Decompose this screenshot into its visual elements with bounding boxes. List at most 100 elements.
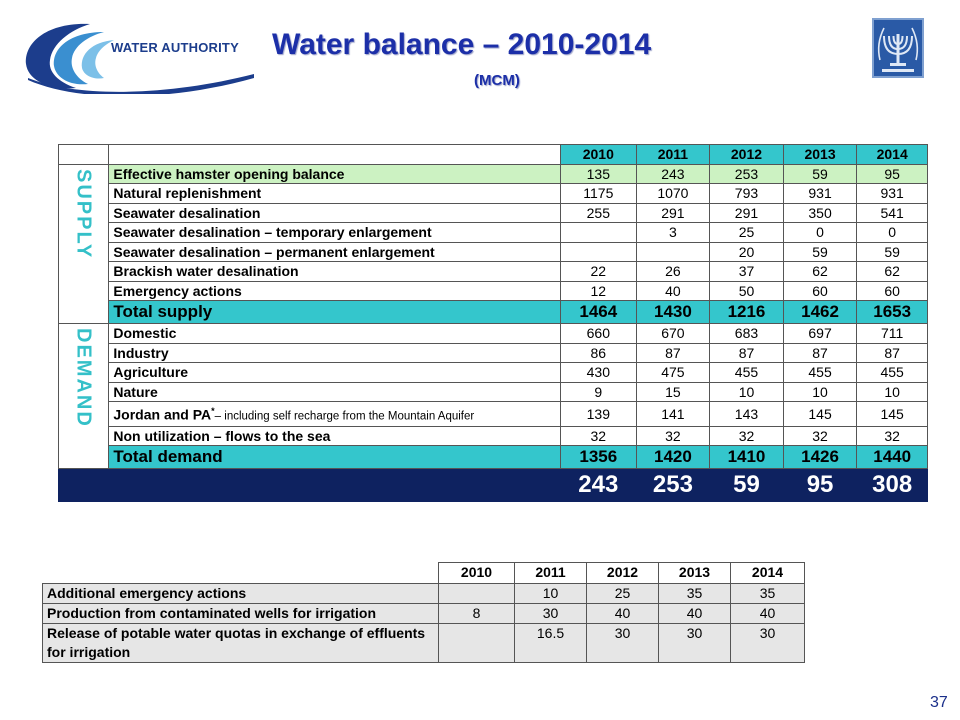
- row-label: Nature: [108, 381, 562, 402]
- year-header: 2013: [658, 562, 731, 584]
- cell-value: 35: [730, 583, 805, 604]
- table-row: Emergency actions 12 40 50 60 60: [59, 280, 928, 301]
- cell-value: 8: [438, 603, 515, 624]
- cell-value: 145: [856, 401, 928, 427]
- cell-value: 291: [709, 202, 784, 223]
- year-header: 2012: [586, 562, 659, 584]
- row-label: Total supply: [108, 300, 562, 324]
- water-balance-table-container: 2010 2011 2012 2013 2014 SUPPLY Effectiv…: [57, 144, 928, 503]
- year-header: 2010: [560, 144, 637, 165]
- row-label: Domestic: [108, 323, 562, 344]
- cell-value: 1175: [560, 183, 637, 204]
- cell-value: 683: [709, 323, 784, 344]
- cell-value: 9: [560, 381, 637, 402]
- cell-value: 0: [856, 222, 928, 243]
- balance-value: 243: [560, 468, 637, 503]
- table-row: Seawater desalination 255 291 291 350 54…: [59, 202, 928, 223]
- cell-value: 87: [635, 342, 711, 363]
- cell-value: 1440: [856, 445, 928, 470]
- additional-actions-table-container: 2010 2011 2012 2013 2014 Additional emer…: [42, 562, 805, 663]
- cell-value: 670: [635, 323, 711, 344]
- cell-value: [438, 623, 515, 663]
- cell-value: 253: [709, 163, 784, 184]
- cell-value: 40: [586, 603, 659, 624]
- row-label: Natural replenishment: [108, 183, 562, 204]
- additional-actions-table: 2010 2011 2012 2013 2014 Additional emer…: [42, 562, 805, 663]
- cell-value: 32: [856, 425, 928, 447]
- row-label-jordan-pa: Jordan and PA*– including self recharge …: [108, 401, 562, 427]
- cell-value: 1420: [635, 445, 711, 470]
- cell-value: 60: [856, 280, 928, 301]
- page-title: Water balance – 2010-2014: [272, 28, 652, 61]
- balance-value: 308: [856, 468, 928, 503]
- row-label: Additional emergency actions: [42, 583, 439, 604]
- row-label: Seawater desalination – permanent enlarg…: [108, 241, 562, 262]
- cell-value: 1464: [560, 300, 637, 324]
- row-label: Seawater desalination: [108, 202, 562, 223]
- table-row: Industry 86 87 87 87 87: [59, 342, 928, 363]
- table-row: Non utilization – flows to the sea 32 32…: [59, 425, 928, 447]
- supply-side-label: SUPPLY: [57, 163, 110, 324]
- water-authority-logo-icon: [25, 23, 254, 94]
- table-row: Seawater desalination – permanent enlarg…: [59, 241, 928, 262]
- row-label: Effective hamster opening balance: [108, 163, 562, 184]
- state-emblem: [872, 18, 924, 78]
- cell-value: 350: [782, 202, 858, 223]
- cell-value: 1462: [782, 300, 858, 324]
- row-label-main: Jordan and PA: [113, 406, 212, 423]
- cell-value: 12: [560, 280, 637, 301]
- cell-value: 455: [782, 362, 858, 383]
- header-blank-cell: [57, 144, 110, 165]
- logo-text: WATER AUTHORITY: [111, 40, 239, 55]
- cell-value: 16.5: [514, 623, 587, 663]
- cell-value: 931: [782, 183, 858, 204]
- cell-value: 30: [730, 623, 805, 663]
- table-row: Agriculture 430 475 455 455 455: [59, 362, 928, 383]
- cell-value: 475: [635, 362, 711, 383]
- cell-value: 1426: [782, 445, 858, 470]
- row-label: Industry: [108, 342, 562, 363]
- cell-value: 22: [560, 261, 637, 282]
- row-label: Emergency actions: [108, 280, 562, 301]
- table-row: Production from contaminated wells for i…: [42, 603, 805, 624]
- cell-value: 141: [635, 401, 711, 427]
- cell-value: 59: [856, 241, 928, 262]
- cell-value: 86: [560, 342, 637, 363]
- cell-value: 255: [560, 202, 637, 223]
- year-header: 2010: [438, 562, 515, 584]
- table-row: Nature 9 15 10 10 10: [59, 381, 928, 402]
- cell-value: 87: [856, 342, 928, 363]
- row-label: Release of potable water quotas in excha…: [42, 623, 439, 663]
- cell-value: 697: [782, 323, 858, 344]
- cell-value: 62: [856, 261, 928, 282]
- cell-value: 40: [658, 603, 731, 624]
- cell-value: [635, 241, 711, 262]
- cell-value: 1070: [635, 183, 711, 204]
- cell-value: 1653: [856, 300, 928, 324]
- cell-value: 243: [635, 163, 711, 184]
- year-header: 2012: [709, 144, 784, 165]
- cell-value: 145: [782, 401, 858, 427]
- page-subtitle: (MCM): [474, 72, 520, 89]
- balance-value: 253: [635, 468, 711, 503]
- cell-value: 60: [782, 280, 858, 301]
- cell-value: [560, 241, 637, 262]
- cell-value: 660: [560, 323, 637, 344]
- cell-value: 135: [560, 163, 637, 184]
- row-label-note: – including self recharge from the Mount…: [214, 410, 475, 423]
- cell-value: 10: [709, 381, 784, 402]
- table-row: Release of potable water quotas in excha…: [42, 623, 805, 663]
- header-blank-cell: [108, 144, 562, 165]
- water-balance-table: 2010 2011 2012 2013 2014 SUPPLY Effectiv…: [57, 144, 928, 503]
- cell-value: 143: [709, 401, 784, 427]
- closing-balance-label-cell: [57, 468, 562, 503]
- cell-value: 1356: [560, 445, 637, 470]
- year-header: 2013: [782, 144, 858, 165]
- year-header: 2014: [856, 144, 928, 165]
- table-row: Brackish water desalination 22 26 37 62 …: [59, 261, 928, 282]
- cell-value: 25: [709, 222, 784, 243]
- cell-value: 931: [856, 183, 928, 204]
- cell-value: 15: [635, 381, 711, 402]
- year-header: 2011: [514, 562, 587, 584]
- table-row: Additional emergency actions 10 25 35 35: [42, 583, 805, 604]
